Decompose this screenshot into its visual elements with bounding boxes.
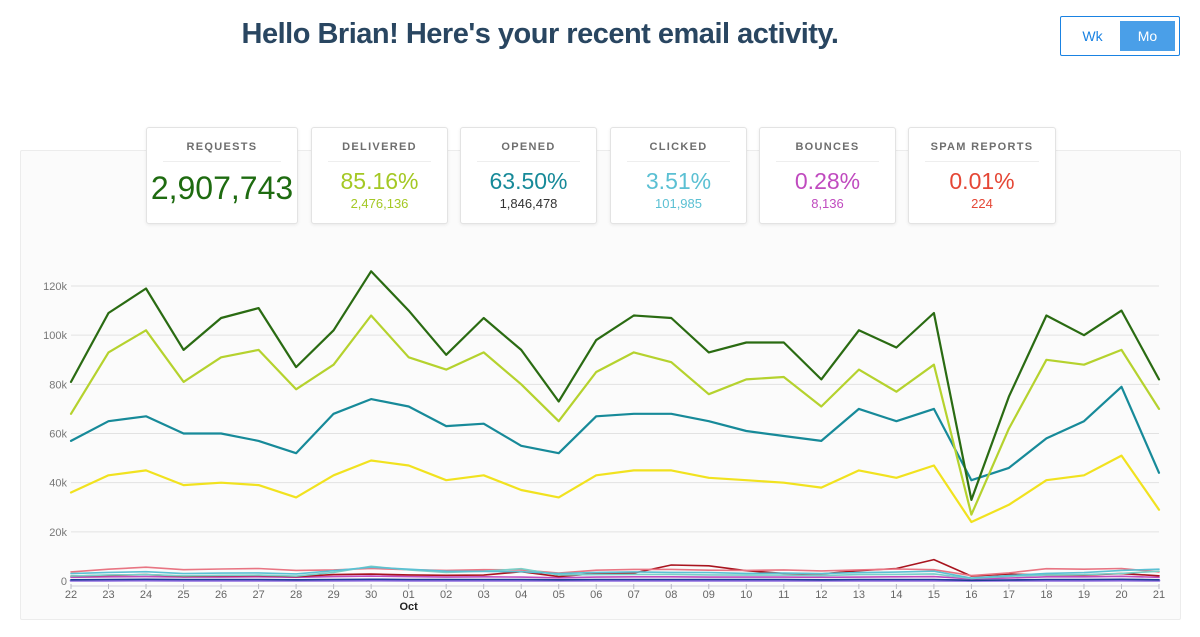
x-tick-label: 22 [65,589,77,601]
x-month-label: Oct [399,601,418,613]
stat-subvalue: 101,985 [655,196,702,211]
stat-label: SPAM REPORTS [925,141,1039,162]
stat-card-requests: REQUESTS 2,907,743 [146,127,298,224]
x-tick-label: 23 [102,589,114,601]
series-line-requests [69,270,1161,501]
stat-subvalue: 1,846,478 [499,196,558,211]
week-toggle-button[interactable]: Wk [1082,28,1103,44]
x-tick-label: 11 [778,589,789,601]
x-tick-label: 16 [965,589,977,601]
x-tick-label: 08 [665,589,677,601]
stat-subvalue: 2,476,136 [350,196,409,211]
stat-subvalue: 224 [971,196,993,211]
x-tick-label: 24 [140,589,152,601]
series-line-opened [69,385,1161,482]
stat-label: OPENED [477,141,580,162]
y-tick-label: 0 [61,576,67,588]
y-tick-label: 40k [49,478,67,490]
x-tick-label: 19 [1078,589,1090,601]
stat-label: REQUESTS [163,141,281,162]
x-tick-label: 06 [590,589,602,601]
stat-value: 0.01% [949,168,1015,194]
x-tick-label: 12 [815,589,827,601]
stat-value: 3.51% [645,168,712,194]
x-tick-label: 26 [215,589,227,601]
x-tick-label: 18 [1040,589,1052,601]
month-toggle-button[interactable]: Mo [1120,21,1175,51]
x-tick-label: 07 [628,589,640,601]
stat-card-clicked: CLICKED 3.51% 101,985 [610,127,747,224]
page-title: Hello Brian! Here's your recent email ac… [241,18,839,50]
y-tick-label: 100k [43,330,67,342]
x-tick-label: 20 [1115,589,1127,601]
x-tick-label: 02 [440,589,452,601]
stat-card-opened: OPENED 63.50% 1,846,478 [460,127,597,224]
period-toggle[interactable]: Wk Mo [1060,16,1180,56]
x-tick-label: 21 [1153,589,1165,601]
x-tick-label: 01 [403,589,415,601]
series-line-bounces [70,566,1160,577]
x-tick-label: 25 [177,589,189,601]
y-tick-label: 120k [43,281,67,293]
stat-value: 63.50% [489,168,568,194]
stat-label: CLICKED [627,141,730,162]
x-tick-label: 10 [740,589,752,601]
x-tick-label: 13 [853,589,865,601]
x-tick-label: 05 [553,589,565,601]
y-tick-label: 80k [49,379,67,391]
x-tick-label: 03 [478,589,490,601]
y-tick-label: 20k [49,527,67,539]
x-tick-label: 29 [327,589,339,601]
stat-card-bounces: BOUNCES 0.28% 8,136 [759,127,896,224]
x-tick-label: 04 [515,589,527,601]
stat-subvalue: 8,136 [811,196,844,211]
stat-label: DELIVERED [328,141,431,162]
x-tick-label: 09 [703,589,715,601]
stat-value: 85.16% [340,168,419,194]
series-line-clicks [70,566,1160,579]
stat-value: 2,907,743 [150,170,294,206]
y-tick-label: 60k [49,429,67,441]
x-tick-label: 30 [365,589,377,601]
stat-card-delivered: DELIVERED 85.16% 2,476,136 [311,127,448,224]
x-tick-label: 17 [1003,589,1015,601]
x-tick-label: 27 [252,589,264,601]
series-line-unsubscribes [70,578,1160,582]
stat-label: BOUNCES [776,141,879,162]
x-tick-label: 14 [890,589,902,601]
stat-value: 0.28% [794,168,861,194]
chart-panel [20,150,1181,620]
series-line-delivered [69,314,1161,516]
series-line-unique-opens [69,454,1161,524]
stat-card-spam-reports: SPAM REPORTS 0.01% 224 [908,127,1056,224]
x-tick-label: 28 [290,589,302,601]
x-tick-label: 15 [928,589,940,601]
